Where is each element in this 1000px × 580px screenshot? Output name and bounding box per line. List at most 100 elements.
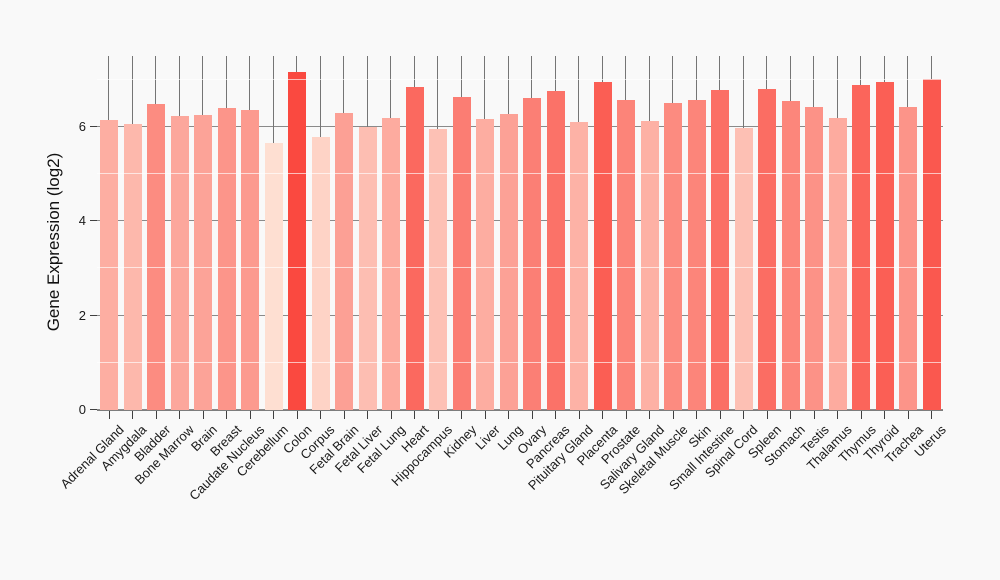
whisker-heart — [413, 56, 415, 88]
whisker-fetal-lung — [390, 56, 392, 119]
bar-bone-marrow — [170, 116, 189, 410]
whisker-skin — [695, 56, 697, 101]
x-tick-fetal-lung — [390, 411, 392, 419]
bar-small-intestine — [711, 89, 729, 410]
whisker-salivary-gland — [648, 56, 650, 122]
whisker-fetal-liver — [366, 56, 368, 128]
x-tick-kidney — [461, 411, 463, 419]
whisker-cerebellum — [272, 56, 274, 143]
whisker-pancreas — [554, 56, 556, 92]
bar-testis — [805, 106, 823, 410]
minor-gridline-y-3 — [97, 267, 943, 269]
y-tick-0 — [90, 409, 97, 410]
bar-fetal-brain — [335, 113, 353, 410]
whisker-prostate — [625, 56, 627, 100]
y-tick-6 — [90, 125, 97, 127]
bars-layer — [97, 56, 943, 410]
x-tick-thyroid — [884, 411, 886, 419]
whisker-trachea — [907, 56, 909, 108]
x-tick-lung — [508, 411, 510, 419]
bar-amygdala — [123, 124, 142, 410]
whisker-kidney — [460, 56, 462, 97]
bar-corpus — [311, 137, 330, 410]
x-tick-pituitary-gland — [578, 411, 580, 419]
bar-prostate — [617, 99, 635, 410]
bar-fetal-lung — [382, 118, 400, 410]
x-tick-skin — [696, 411, 698, 419]
gridline-y-0 — [97, 409, 943, 410]
whisker-testis — [813, 56, 815, 107]
bar-heart — [405, 87, 424, 410]
x-tick-skeletal-muscle — [672, 411, 674, 419]
bar-colon — [288, 72, 306, 410]
x-tick-colon — [296, 411, 298, 419]
whisker-stomach — [789, 56, 791, 101]
whisker-amygdala — [131, 56, 133, 125]
x-tick-brain — [202, 411, 204, 419]
whisker-spleen — [766, 56, 768, 90]
bar-thymus — [852, 85, 870, 410]
x-tick-testis — [813, 411, 815, 419]
bar-breast — [217, 107, 236, 410]
whisker-bladder — [155, 56, 157, 104]
whisker-adrenal-gland — [108, 56, 110, 120]
whisker-pituitary-gland — [578, 56, 580, 122]
bar-spleen — [758, 89, 776, 410]
x-tick-corpus — [320, 411, 322, 419]
whisker-placenta — [601, 56, 603, 82]
bar-trachea — [899, 107, 917, 410]
bar-cerebellum — [264, 142, 283, 410]
whisker-thalamus — [836, 56, 838, 119]
x-tick-stomach — [790, 411, 792, 419]
major-gridlines-layer — [97, 56, 943, 410]
bar-placenta — [593, 81, 612, 410]
minor-gridline-y-7 — [97, 78, 943, 80]
x-tick-adrenal-gland — [108, 411, 110, 419]
x-tick-liver — [484, 411, 486, 419]
x-tick-thalamus — [837, 411, 839, 419]
x-tick-bone-marrow — [179, 411, 181, 419]
x-tick-ovary — [531, 411, 533, 419]
plot-panel — [97, 56, 943, 410]
minor-gridlines-layer — [97, 56, 943, 410]
minor-gridline-y-1 — [97, 361, 943, 363]
x-tick-small-intestine — [719, 411, 721, 419]
y-axis-title: Gene Expression (log2) — [44, 152, 63, 332]
x-tick-thymus — [860, 411, 862, 419]
bar-fetal-liver — [358, 127, 377, 410]
whisker-lung — [507, 56, 509, 114]
bar-salivary-gland — [640, 121, 659, 410]
x-tick-spinal-cord — [743, 411, 745, 419]
x-tick-caudate-nucleus — [249, 411, 251, 419]
x-axis-line — [97, 410, 943, 411]
whisker-small-intestine — [719, 56, 721, 90]
bar-pancreas — [546, 91, 565, 410]
whisker-thymus — [860, 56, 862, 86]
bar-uterus — [922, 79, 941, 410]
whiskers-layer — [97, 56, 943, 410]
bar-adrenal-gland — [100, 119, 118, 410]
whisker-bone-marrow — [178, 56, 180, 117]
y-tick-label-0: 0 — [78, 402, 86, 417]
whisker-liver — [484, 56, 486, 120]
bar-hippocampus — [429, 128, 447, 410]
x-tick-breast — [226, 411, 228, 419]
x-tick-placenta — [602, 411, 604, 419]
bar-liver — [476, 119, 494, 410]
whisker-fetal-brain — [343, 56, 345, 114]
bar-caudate-nucleus — [241, 110, 259, 410]
x-tick-fetal-liver — [367, 411, 369, 419]
bar-pituitary-gland — [570, 121, 588, 410]
whisker-colon — [296, 56, 298, 73]
bar-lung — [499, 113, 518, 410]
whisker-hippocampus — [437, 56, 439, 129]
x-tick-salivary-gland — [649, 411, 651, 419]
y-tick-4 — [90, 220, 97, 222]
whisker-spinal-cord — [742, 56, 744, 129]
bar-skin — [687, 100, 706, 410]
whisker-ovary — [531, 56, 533, 98]
bar-kidney — [452, 96, 471, 410]
bar-spinal-cord — [734, 128, 753, 410]
x-tick-trachea — [907, 411, 909, 419]
